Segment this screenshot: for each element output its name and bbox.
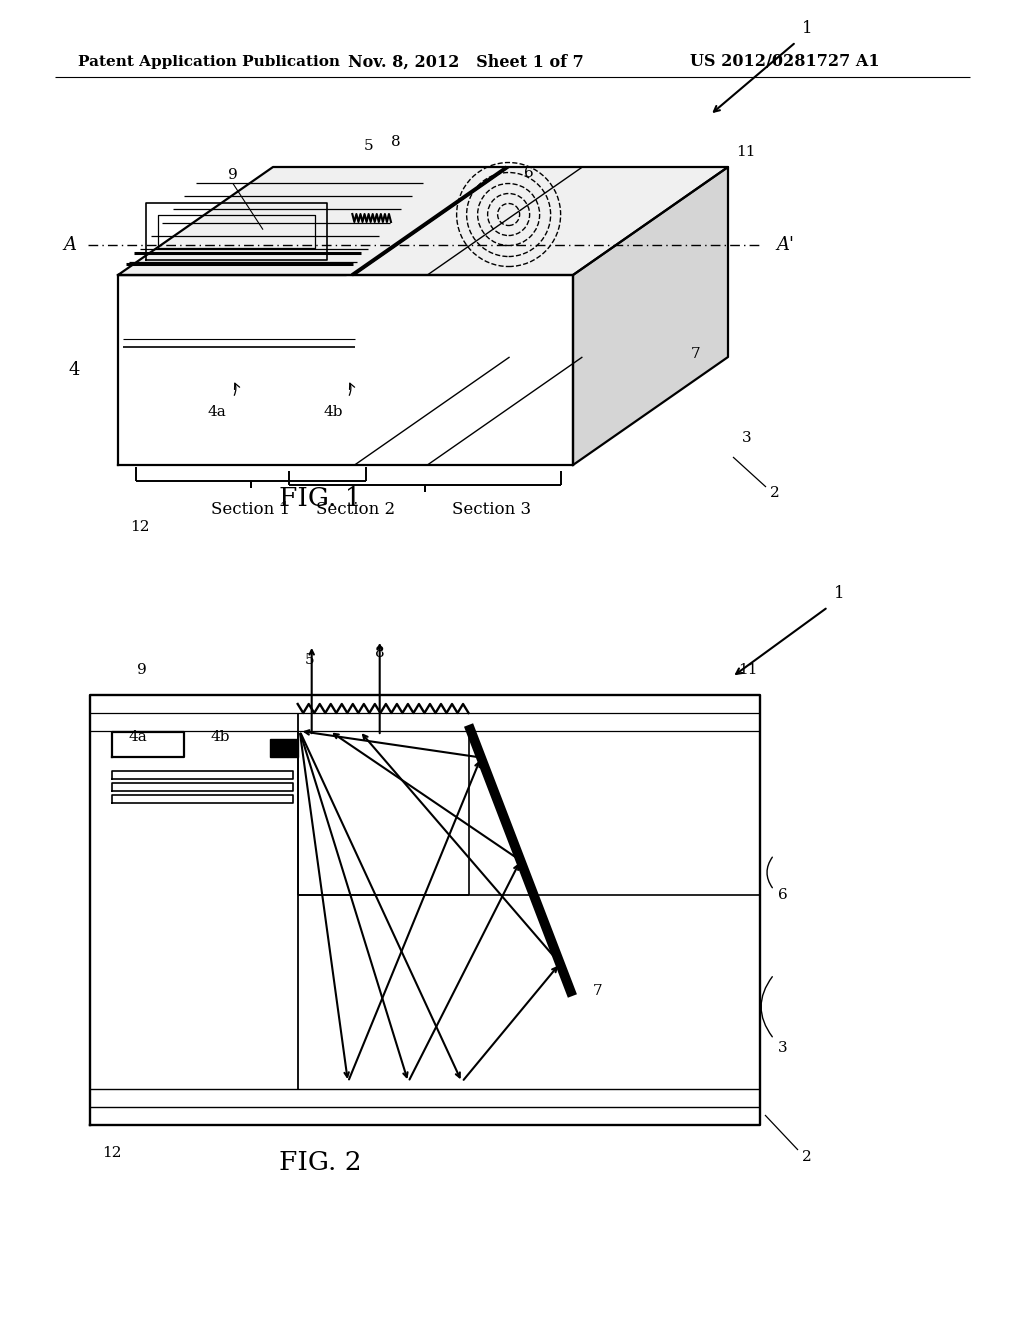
- Text: 6: 6: [523, 165, 534, 180]
- Text: Section 2: Section 2: [315, 500, 395, 517]
- Text: 11: 11: [736, 145, 756, 158]
- Text: A: A: [63, 236, 76, 253]
- Polygon shape: [269, 739, 298, 756]
- Polygon shape: [118, 168, 728, 275]
- Text: 7: 7: [593, 983, 602, 998]
- Text: 5: 5: [305, 653, 314, 667]
- Text: 9: 9: [137, 663, 146, 677]
- Text: 8: 8: [375, 645, 385, 660]
- Text: FIG. 1: FIG. 1: [279, 486, 361, 511]
- Text: FIG. 2: FIG. 2: [279, 1150, 361, 1175]
- Text: 4b: 4b: [210, 730, 229, 744]
- Text: 1: 1: [802, 20, 813, 37]
- Text: Nov. 8, 2012   Sheet 1 of 7: Nov. 8, 2012 Sheet 1 of 7: [348, 54, 584, 70]
- Text: Section 3: Section 3: [452, 500, 531, 517]
- Text: 12: 12: [102, 1146, 122, 1160]
- Text: 6: 6: [778, 888, 787, 902]
- Text: 2: 2: [802, 1150, 812, 1164]
- Text: 4: 4: [69, 360, 80, 379]
- Text: 12: 12: [130, 520, 150, 535]
- Text: 7: 7: [690, 347, 700, 360]
- Text: US 2012/0281727 A1: US 2012/0281727 A1: [690, 54, 880, 70]
- Text: 8: 8: [391, 135, 400, 149]
- Text: 2: 2: [770, 486, 779, 500]
- Text: 5: 5: [364, 139, 374, 153]
- Text: 4b: 4b: [323, 405, 342, 418]
- Text: A': A': [776, 236, 794, 253]
- Text: Patent Application Publication: Patent Application Publication: [78, 55, 340, 69]
- Text: 9: 9: [228, 168, 238, 182]
- Text: 4a: 4a: [129, 730, 147, 744]
- Text: Section 1: Section 1: [211, 500, 291, 517]
- Text: 3: 3: [742, 432, 752, 445]
- Text: 4a: 4a: [208, 405, 226, 418]
- Text: 1: 1: [834, 585, 845, 602]
- Text: 11: 11: [738, 663, 758, 677]
- Polygon shape: [573, 168, 728, 465]
- Text: 3: 3: [778, 1040, 787, 1055]
